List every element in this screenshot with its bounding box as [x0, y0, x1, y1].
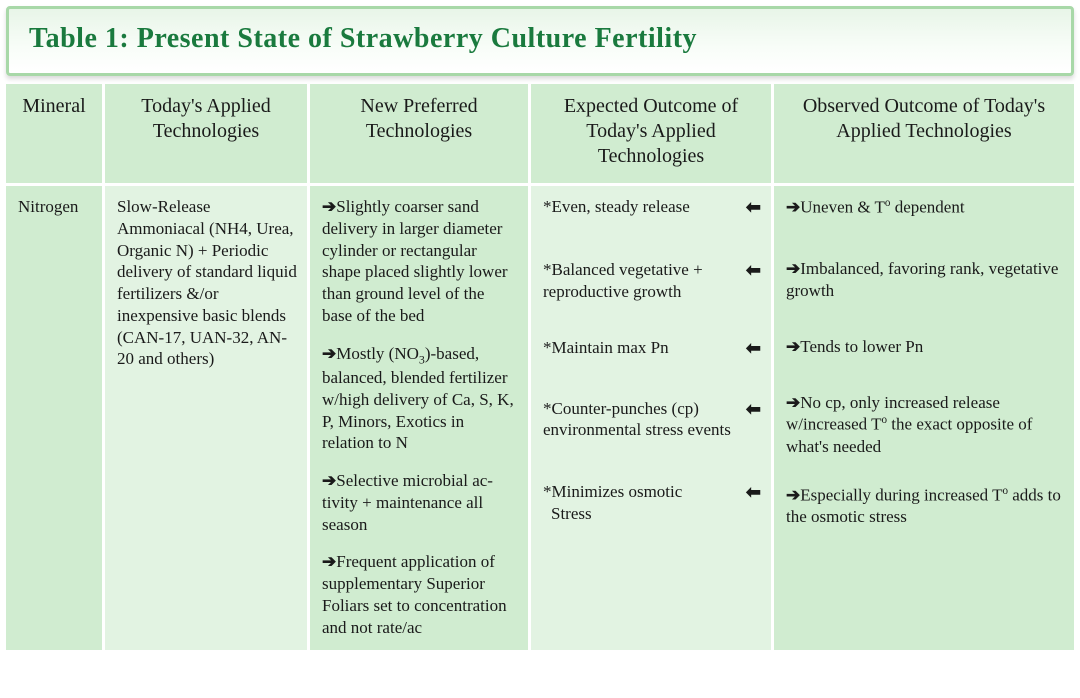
left-arrow-icon: ⬅ [742, 337, 761, 360]
expected-text: *Even, steady release [543, 196, 742, 218]
new-pref-text: Selective microbial ac­tivity + maintena… [322, 471, 493, 534]
observed-text: Imbalanced, favoring rank, vegetative gr… [786, 259, 1058, 300]
expected-text: *Balanced vegetative + reproductive grow… [543, 259, 742, 303]
new-pref-item: ➔Selective microbial ac­tivity + mainten… [322, 470, 518, 535]
observed-item: ➔Especially during increased To adds to … [786, 484, 1064, 528]
new-pref-item: ➔Slightly coarser sand delivery in large… [322, 196, 518, 327]
observed-item: ➔Uneven & To dependent [786, 196, 1064, 218]
header-expected: Expected Outcome of Today's Applied Tech… [531, 84, 771, 183]
observed-item: ➔Imbalanced, favoring rank, vegetative g… [786, 258, 1064, 302]
new-pref-text: Frequent application of supplementary Su… [322, 552, 507, 636]
observed-text: Uneven & T [800, 198, 885, 217]
right-arrow-icon: ➔ [322, 197, 336, 216]
expected-text: *Minimizes osmotic Stress [543, 481, 742, 525]
observed-text: Especially during increased T [800, 485, 1002, 504]
right-arrow-icon: ➔ [786, 337, 800, 356]
right-arrow-icon: ➔ [786, 198, 800, 217]
right-arrow-icon: ➔ [322, 471, 336, 490]
new-pref-item: ➔Mostly (NO3)-based, balanced, blended f… [322, 343, 518, 455]
cell-new-preferred: ➔Slightly coarser sand delivery in large… [310, 186, 528, 650]
expected-text: *Maintain max Pn [543, 337, 742, 359]
observed-item: ➔No cp, only increased release w/increas… [786, 392, 1064, 458]
right-arrow-icon: ➔ [786, 259, 800, 278]
table-title: Table 1: Present State of Strawberry Cul… [6, 6, 1074, 76]
new-pref-item: ➔Frequent application of supplementary S… [322, 551, 518, 638]
left-arrow-icon: ⬅ [742, 398, 761, 421]
table-grid: Mineral Today's Applied Technologies New… [6, 84, 1074, 650]
cell-mineral: Nitrogen [6, 186, 102, 650]
header-today-applied: Today's Applied Technologies [105, 84, 307, 183]
left-arrow-icon: ⬅ [742, 196, 761, 219]
header-new-preferred: New Preferred Technologies [310, 84, 528, 183]
left-arrow-icon: ⬅ [742, 481, 761, 504]
right-arrow-icon: ➔ [786, 485, 800, 504]
new-pref-text: Mostly (NO [336, 344, 419, 363]
left-arrow-icon: ⬅ [742, 259, 761, 282]
new-pref-text: Slightly coarser sand delivery in larger… [322, 197, 508, 325]
right-arrow-icon: ➔ [786, 393, 800, 412]
cell-observed: ➔Uneven & To dependent ➔Imbalanced, favo… [774, 186, 1074, 650]
cell-today-applied: Slow-Release Ammoniacal (NH4, Urea, Orga… [105, 186, 307, 650]
header-mineral: Mineral [6, 84, 102, 183]
right-arrow-icon: ➔ [322, 552, 336, 571]
header-observed: Observed Outcome of Today's Applied Tech… [774, 84, 1074, 183]
cell-expected: *Even, steady release ⬅ *Balanced vegeta… [531, 186, 771, 650]
observed-text: dependent [890, 198, 964, 217]
right-arrow-icon: ➔ [322, 344, 336, 363]
observed-text: Tends to lower Pn [800, 337, 923, 356]
observed-item: ➔Tends to lower Pn [786, 336, 1064, 358]
expected-text: *Counter-punches (cp) environmental stre… [543, 398, 742, 442]
